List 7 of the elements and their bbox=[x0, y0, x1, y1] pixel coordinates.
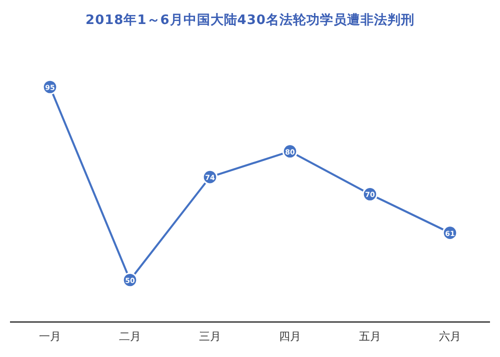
x-tick-label: 二月 bbox=[119, 330, 141, 343]
x-tick-label: 四月 bbox=[279, 330, 301, 343]
x-tick-label: 五月 bbox=[359, 330, 381, 343]
x-tick-label: 六月 bbox=[439, 330, 461, 343]
chart-title: 2018年1～6月中国大陆430名法轮功学员遭非法判刑 bbox=[86, 13, 414, 28]
x-tick-label: 一月 bbox=[39, 330, 61, 343]
x-tick-label: 三月 bbox=[199, 330, 221, 343]
